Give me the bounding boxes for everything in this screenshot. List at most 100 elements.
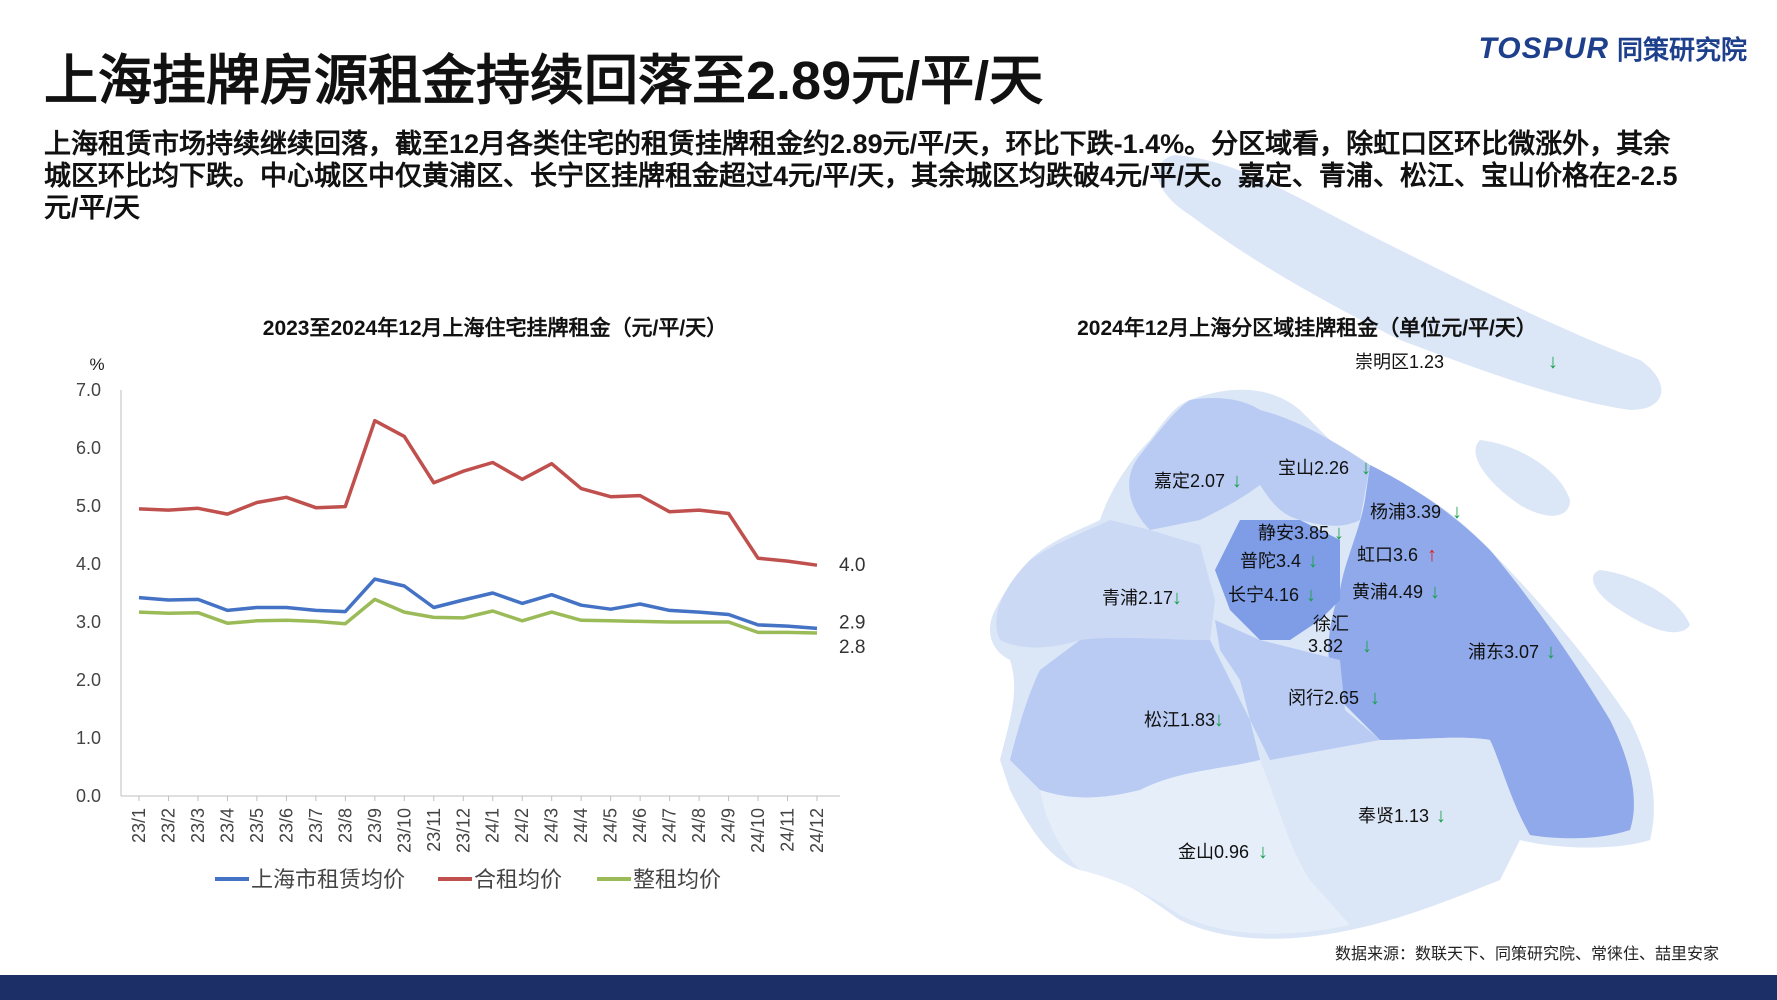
- trend-arrow-changning: ↓: [1306, 584, 1316, 606]
- map-chart-title: 2024年12月上海分区域挂牌租金（单位元/平/天）: [1077, 316, 1537, 340]
- district-label-huangpu: 黄浦4.49: [1352, 582, 1423, 602]
- district-label-xuhui: 徐汇: [1313, 614, 1349, 634]
- trend-arrow-minhang: ↓: [1370, 687, 1380, 709]
- end-labels: 2.9 4.0 2.8: [839, 555, 865, 658]
- map-region-pudong: [1328, 465, 1634, 839]
- trend-arrows: ↓ ↓ ↓ ↓ ↓ ↓ ↑ ↓ ↓ ↓ ↓ ↓ ↓ ↓ ↓ ↓: [1172, 351, 1558, 863]
- y-tick-label: 6.0: [76, 438, 101, 458]
- trend-arrow-huangpu: ↓: [1430, 581, 1440, 603]
- map-region-fengxian: [1270, 737, 1520, 920]
- data-source: 数据来源：数联天下、同策研究院、常徕住、喆里安家: [1334, 946, 1719, 963]
- trend-arrow-chongming: ↓: [1548, 351, 1558, 373]
- x-tick-label: 24/11: [778, 808, 798, 852]
- x-tick-label: 24/4: [571, 808, 591, 843]
- y-tick-label: 7.0: [76, 380, 101, 400]
- x-tick-label: 24/12: [807, 808, 827, 853]
- y-tick-label: 2.0: [76, 670, 101, 690]
- district-label-xuhui-value: 3.82: [1308, 636, 1343, 656]
- trend-arrow-jinshan: ↓: [1258, 841, 1268, 863]
- x-tick-label: 24/10: [748, 808, 768, 853]
- x-tick-label: 24/8: [689, 808, 709, 843]
- district-label-jiading: 嘉定2.07: [1154, 471, 1225, 491]
- y-tick-label: 4.0: [76, 554, 101, 574]
- x-axis-ticks: 23/1 23/2 23/3 23/4 23/5 23/6 23/7 23/8 23/9 23/1…: [129, 796, 827, 853]
- y-axis-ticks: 0.0 1.0 2.0 3.0 4.0 5.0 6.0 7.0: [76, 380, 101, 806]
- legend-label-1: 合租均价: [474, 867, 562, 892]
- trend-arrow-xuhui: ↓: [1362, 635, 1372, 657]
- map-region-minhang: [1215, 620, 1380, 760]
- district-label-minhang: 闵行2.65: [1288, 688, 1359, 708]
- end-label-1: 4.0: [839, 555, 865, 576]
- y-tick-label: 0.0: [76, 786, 101, 806]
- legend: 上海市租赁均价 合租均价 整租均价: [215, 867, 721, 892]
- logo: TOSPUR 同策研究院: [1479, 30, 1747, 67]
- logo-brand: TOSPUR: [1478, 31, 1609, 65]
- page-title: 上海挂牌房源租金持续回落至2.89元/平/天: [44, 51, 1044, 111]
- x-tick-label: 23/9: [365, 808, 385, 843]
- trend-arrow-jiading: ↓: [1232, 470, 1242, 492]
- x-tick-label: 23/1: [129, 808, 149, 843]
- map-region-baoshan: [1260, 410, 1370, 526]
- trend-arrow-hongkou: ↑: [1427, 544, 1437, 566]
- trend-arrow-yangpu: ↓: [1452, 501, 1462, 523]
- legend-label-0: 上海市租赁均价: [251, 867, 405, 892]
- x-tick-label: 23/6: [276, 808, 296, 843]
- x-tick-label: 23/11: [424, 808, 444, 852]
- x-tick-label: 24/6: [630, 808, 650, 843]
- x-tick-label: 24/7: [660, 808, 680, 843]
- x-tick-label: 23/3: [188, 808, 208, 843]
- summary-text: 上海租赁市场持续继续回落，截至12月各类住宅的租赁挂牌租金约2.89元/平/天，…: [44, 129, 1678, 223]
- x-tick-label: 24/5: [601, 808, 621, 843]
- trend-arrow-qingpu: ↓: [1172, 587, 1182, 609]
- y-tick-label: 3.0: [76, 612, 101, 632]
- y-tick-label: 1.0: [76, 728, 101, 748]
- trend-arrow-fengxian: ↓: [1436, 805, 1446, 827]
- x-tick-label: 23/5: [247, 808, 267, 843]
- district-label-baoshan: 宝山2.26: [1278, 458, 1349, 478]
- map-labels: 崇明区1.23 宝山2.26 嘉定2.07 杨浦3.39 静安3.85 普陀3.…: [1102, 352, 1539, 862]
- x-tick-label: 24/1: [483, 808, 503, 843]
- x-tick-label: 24/3: [542, 808, 562, 843]
- x-tick-label: 23/4: [217, 808, 237, 843]
- footer-bar: [0, 975, 1777, 1000]
- map-region-changxing: [1475, 440, 1570, 516]
- district-label-hongkou: 虹口3.6: [1357, 545, 1418, 565]
- y-tick-label: 5.0: [76, 496, 101, 516]
- map-region-jinshan: [1040, 760, 1350, 934]
- x-tick-label: 23/8: [335, 808, 355, 843]
- district-label-songjiang: 松江1.83: [1144, 710, 1215, 730]
- end-label-0: 2.9: [839, 612, 865, 633]
- district-label-putuo: 普陀3.4: [1240, 551, 1301, 571]
- district-label-pudong: 浦东3.07: [1468, 642, 1539, 662]
- series-line-0: [138, 577, 818, 631]
- x-tick-label: 24/2: [512, 808, 532, 843]
- map-region-jiading: [1129, 398, 1260, 530]
- district-label-jingan: 静安3.85: [1258, 523, 1329, 543]
- trend-arrow-baoshan: ↓: [1361, 457, 1371, 479]
- district-label-fengxian: 奉贤1.13: [1358, 806, 1429, 826]
- x-tick-label: 24/9: [719, 808, 739, 843]
- x-tick-label: 23/2: [158, 808, 178, 843]
- trend-arrow-putuo: ↓: [1308, 550, 1318, 572]
- district-label-chongming: 崇明区1.23: [1355, 352, 1444, 372]
- x-tick-label: 23/7: [306, 808, 326, 843]
- map-region-songjiang: [1010, 637, 1260, 798]
- map-region-hengsha: [1592, 570, 1690, 633]
- x-tick-label: 23/12: [453, 808, 473, 853]
- map-region-chongming: [1157, 155, 1662, 410]
- series-line-1: [138, 418, 818, 567]
- district-label-qingpu: 青浦2.17: [1102, 588, 1173, 608]
- trend-arrow-jingan: ↓: [1334, 522, 1344, 544]
- district-label-yangpu: 杨浦3.39: [1370, 502, 1441, 522]
- series-line-2: [138, 597, 818, 635]
- trend-arrow-songjiang: ↓: [1214, 709, 1224, 731]
- legend-label-2: 整租均价: [633, 867, 721, 892]
- end-label-2: 2.8: [839, 637, 865, 658]
- district-label-changning: 长宁4.16: [1228, 585, 1299, 605]
- map-region-qingpu: [996, 520, 1215, 648]
- map-region-central: [1215, 520, 1340, 640]
- district-label-jinshan: 金山0.96: [1178, 842, 1249, 862]
- x-tick-label: 23/10: [394, 808, 414, 853]
